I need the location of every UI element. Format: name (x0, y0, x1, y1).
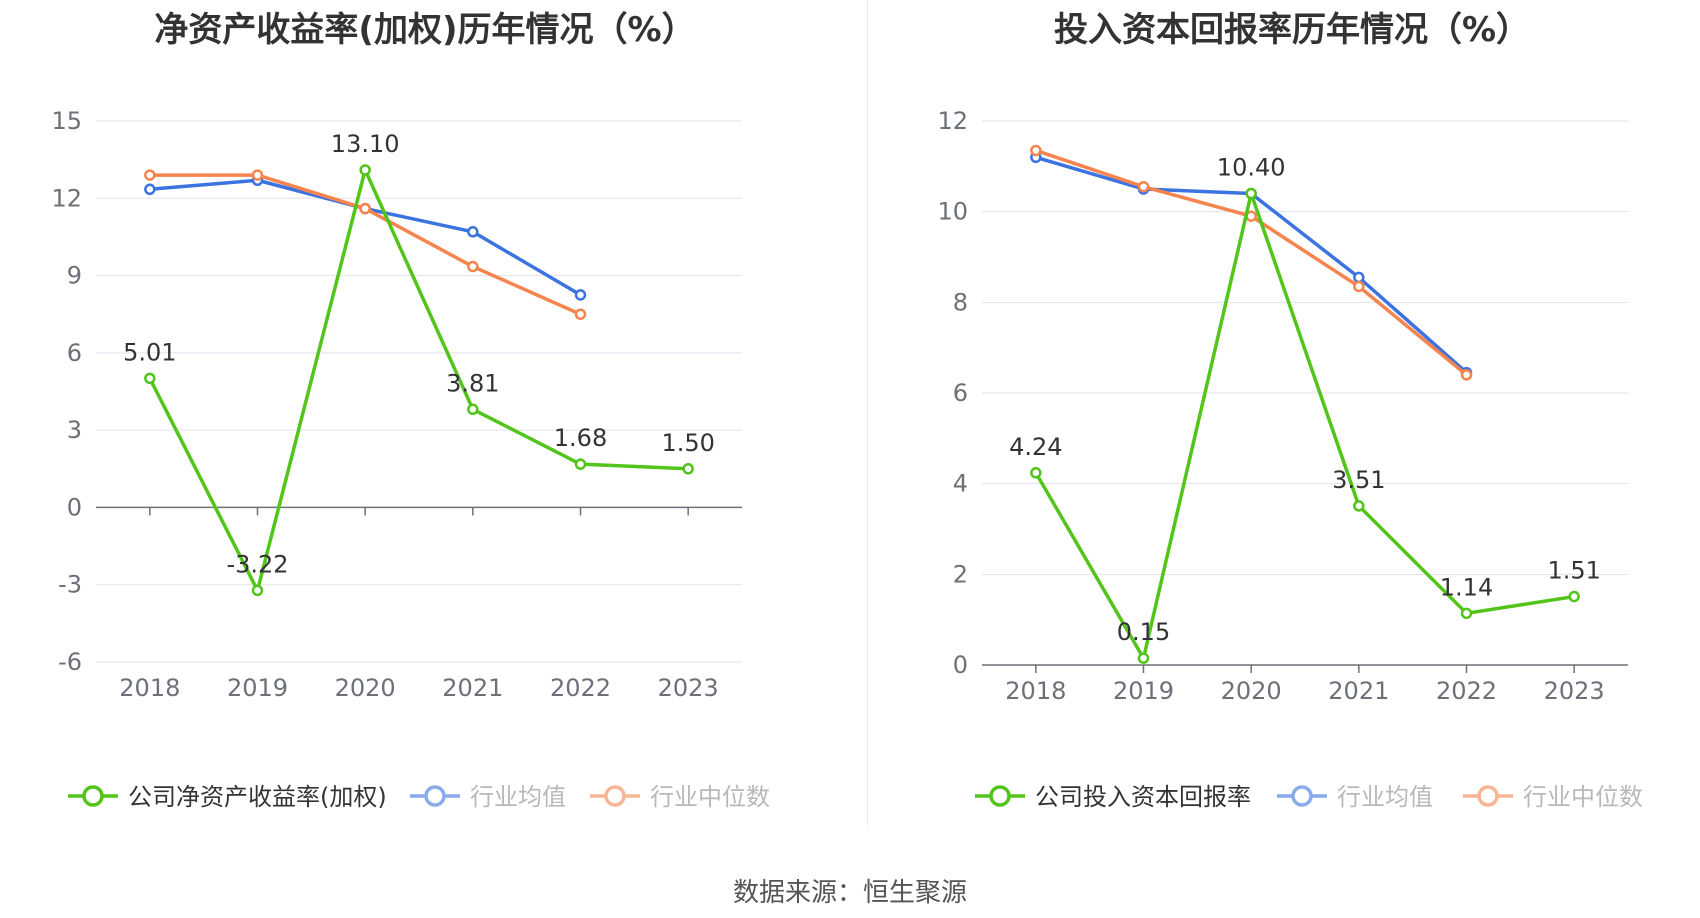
roe-xtick-label: 2022 (550, 674, 611, 702)
panel-divider (867, 0, 868, 825)
roic-series-line-company (1034, 191, 1575, 660)
roe-point-median (251, 169, 264, 181)
roe-point-company (359, 164, 371, 176)
roe-ytick-label: 3 (67, 416, 82, 444)
roic-xtick-label: 2021 (1328, 677, 1389, 705)
roic-point-median (1460, 369, 1473, 381)
roe-point-median (574, 308, 587, 320)
roe-chart-title: 净资产收益率(加权)历年情况（%） (154, 10, 696, 50)
roic-ytick-label: 4 (953, 470, 968, 498)
roe-series-line-avg (149, 178, 582, 297)
roe-chart: -6 -3 0 3 6 9 12 15 2018 2019 2020 2021 2022 2023 5.01… (51, 107, 770, 811)
roe-xtick-label: 2019 (227, 674, 288, 702)
roic-point-company (1137, 652, 1150, 664)
roic-legend-label: 行业中位数 (1523, 783, 1643, 811)
roe-legend-label: 行业均值 (470, 783, 566, 811)
roe-data-label: -3.22 (226, 550, 288, 578)
roic-data-label: 3.51 (1332, 466, 1385, 494)
roe-ytick-label: -6 (58, 648, 82, 676)
roe-legend-marker (82, 785, 104, 807)
roe-xtick-label: 2023 (658, 674, 719, 702)
roe-legend-item-median: 行业中位数 (590, 783, 770, 811)
roe-ytick-label: 12 (51, 184, 82, 212)
roe-legend-marker (604, 785, 626, 807)
roe-chart-panel: 净资产收益率(加权)历年情况（%） -6 -3 0 3 6 9 12 15 2018 2019 20… (0, 0, 850, 830)
roic-point-company (1353, 500, 1365, 512)
roe-point-company (574, 458, 587, 470)
roe-point-avg (467, 226, 479, 238)
roic-data-label: 4.24 (1009, 433, 1062, 461)
roe-legend-label: 公司净资产收益率(加权) (128, 783, 387, 811)
roe-ytick-label: 6 (67, 339, 82, 367)
roic-legend-item-median: 行业中位数 (1463, 783, 1643, 811)
roe-point-company (251, 584, 264, 597)
roic-legend-item-company: 公司投入资本回报率 (975, 783, 1251, 811)
roe-legend-item-avg: 行业均值 (410, 783, 566, 811)
roic-chart-panel: 投入资本回报率历年情况（%） 0 2 4 6 8 10 12 2018 2019 2020 2021… (867, 0, 1700, 830)
roe-ytick-label: 0 (67, 493, 82, 521)
roic-data-label: 1.14 (1440, 573, 1493, 601)
roic-legend-item-avg: 行业均值 (1277, 783, 1433, 811)
roe-data-label: 5.01 (123, 338, 176, 366)
roic-xtick-label: 2022 (1436, 677, 1497, 705)
roe-point-median (359, 202, 371, 215)
roe-xtick-label: 2020 (335, 674, 396, 702)
roe-point-median (467, 260, 479, 273)
data-source: 数据来源：恒生聚源 (732, 878, 967, 908)
roe-series-line-median (149, 173, 582, 316)
roic-ytick-label: 2 (953, 560, 968, 588)
roic-legend-label: 行业均值 (1337, 783, 1433, 811)
roe-legend-marker (424, 785, 446, 807)
roic-ytick-label: 12 (937, 107, 968, 135)
roe-xtick-label: 2021 (442, 674, 503, 702)
roic-point-company (1460, 607, 1473, 620)
roic-legend-marker (989, 785, 1011, 807)
roe-ytick-label: -3 (58, 571, 82, 599)
roe-xtick-label: 2018 (119, 674, 180, 702)
roe-point-company (682, 463, 694, 475)
roe-point-company (467, 403, 479, 416)
roic-point-median (1137, 180, 1150, 193)
roe-point-company (144, 372, 156, 385)
roe-legend-label: 行业中位数 (650, 783, 770, 811)
roic-legend-marker (1291, 785, 1313, 807)
roic-point-company (1245, 187, 1257, 200)
roic-chart: 0 2 4 6 8 10 12 2018 2019 2020 2021 2022 2023 4.24 0.1… (937, 107, 1643, 811)
roic-point-median (1030, 144, 1042, 157)
roic-data-label: 0.15 (1117, 618, 1170, 646)
roe-point-median (144, 169, 156, 181)
roic-ytick-label: 10 (937, 198, 968, 226)
roe-legend-item-company: 公司净资产收益率(加权) (68, 783, 387, 811)
roic-xtick-label: 2019 (1113, 677, 1174, 705)
roe-point-avg (574, 289, 587, 301)
roe-series-line-company (148, 168, 689, 593)
roic-point-company (1030, 467, 1042, 479)
roe-ytick-label: 15 (51, 107, 82, 135)
roic-ytick-label: 8 (953, 288, 968, 316)
roic-point-avg (1353, 271, 1365, 284)
roic-xtick-label: 2023 (1544, 677, 1605, 705)
roic-point-company (1568, 590, 1580, 603)
roic-ytick-label: 0 (953, 651, 968, 679)
roe-data-label: 13.10 (331, 130, 400, 158)
roe-data-label: 1.68 (554, 424, 607, 452)
roic-legend-marker (1477, 785, 1499, 807)
roic-chart-title: 投入资本回报率历年情况（%） (1053, 10, 1531, 50)
roic-point-median (1353, 280, 1365, 293)
roe-ytick-label: 9 (67, 262, 82, 290)
roic-legend-label: 公司投入资本回报率 (1035, 783, 1251, 811)
roe-point-avg (144, 183, 156, 196)
roic-xtick-label: 2020 (1221, 677, 1282, 705)
roic-data-label: 10.40 (1217, 154, 1286, 182)
roe-data-label: 3.81 (446, 369, 499, 397)
roic-xtick-label: 2018 (1005, 677, 1066, 705)
roic-data-label: 1.51 (1547, 557, 1600, 585)
roic-series-line-median (1035, 148, 1468, 377)
roe-data-label: 1.50 (661, 429, 714, 457)
roic-ytick-label: 6 (953, 379, 968, 407)
